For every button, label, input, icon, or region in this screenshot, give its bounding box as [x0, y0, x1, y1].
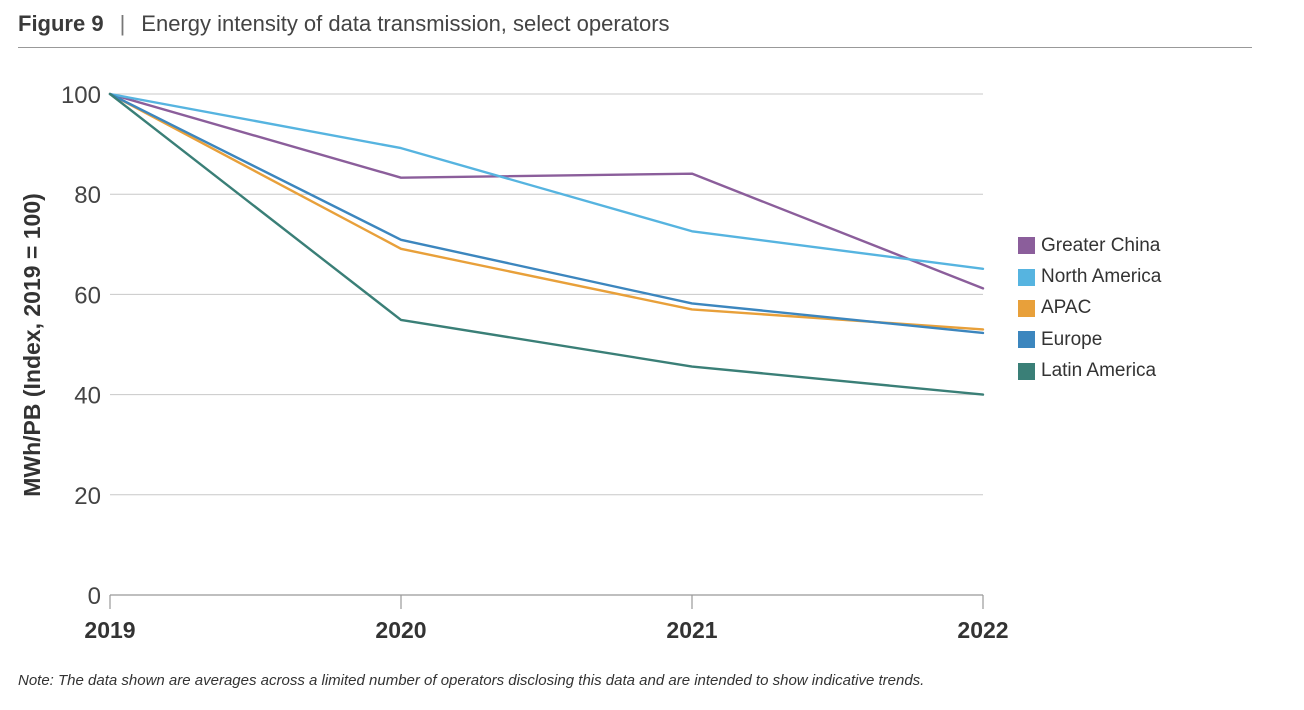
header-rule — [18, 47, 1252, 48]
x-tick-label: 2019 — [84, 617, 135, 643]
header-separator: | — [119, 11, 126, 36]
legend-item: Latin America — [1018, 356, 1161, 387]
figure-label: Figure 9 — [18, 11, 104, 36]
y-axis-title: MWh/PB (Index, 2019 = 100) — [19, 193, 45, 497]
chart-legend: Greater China North America APAC Europe Lati… — [1018, 230, 1161, 387]
series-line-north-america — [108, 92, 985, 271]
legend-label: Europe — [1041, 328, 1103, 350]
series-line-apac — [108, 92, 985, 331]
legend-swatch — [1018, 268, 1035, 286]
x-tick-label: 2022 — [957, 617, 1008, 643]
legend-swatch — [1018, 299, 1035, 317]
y-tick-label: 0 — [88, 583, 101, 610]
y-tick-label: 80 — [74, 182, 101, 209]
legend-label: Greater China — [1041, 234, 1161, 256]
series-line-europe — [108, 92, 985, 335]
line-chart: 0 20 40 60 80 100 2019 2020 2021 2022 MWh/PB (Inde… — [19, 82, 1009, 643]
legend-swatch — [1018, 362, 1035, 380]
series-line-latin-america — [108, 92, 985, 396]
y-tick-label: 100 — [61, 82, 101, 109]
legend-item: Europe — [1018, 324, 1161, 355]
y-tick-label: 20 — [74, 483, 101, 510]
figure-header: Figure 9 | Energy intensity of data tran… — [18, 8, 1252, 40]
legend-label: APAC — [1041, 297, 1092, 319]
chart-note: Note: The data shown are averages across… — [18, 672, 925, 689]
legend-label: Latin America — [1041, 360, 1157, 382]
legend-item: Greater China — [1018, 230, 1161, 261]
legend-item: North America — [1018, 261, 1161, 292]
x-tick-label: 2021 — [666, 617, 717, 643]
x-tick-label: 2020 — [375, 617, 426, 643]
legend-swatch — [1018, 331, 1035, 349]
figure-title: Energy intensity of data transmission, s… — [141, 11, 670, 36]
y-tick-label: 40 — [74, 383, 101, 410]
y-tick-label: 60 — [74, 282, 101, 309]
legend-item: APAC — [1018, 293, 1161, 324]
series-line-greater-china — [108, 92, 985, 290]
legend-label: North America — [1041, 266, 1162, 288]
legend-swatch — [1018, 237, 1035, 255]
